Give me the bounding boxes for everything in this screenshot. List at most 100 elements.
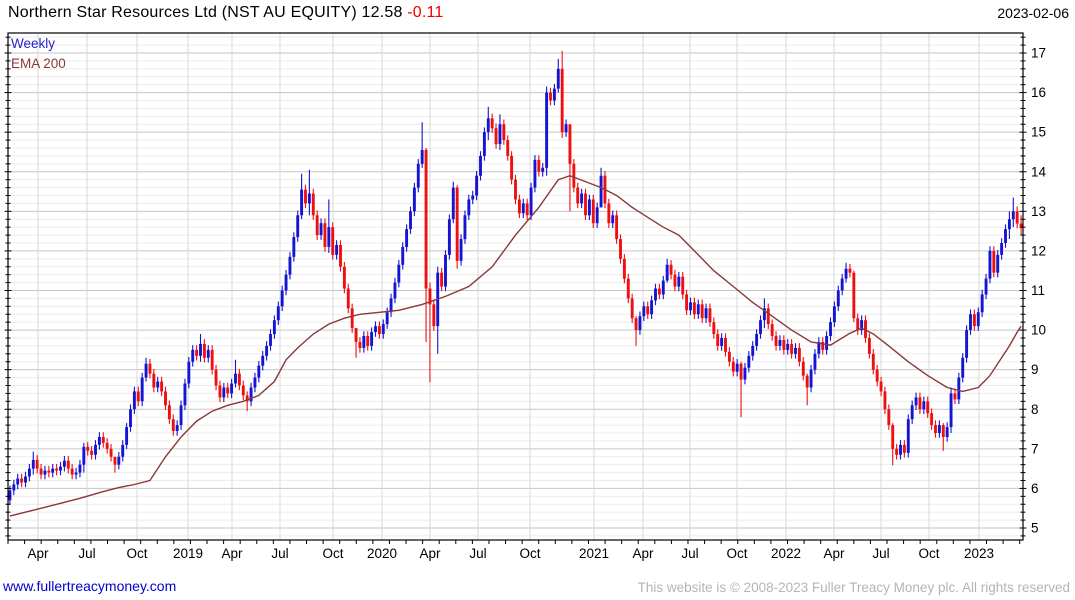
chart-title: Northern Star Resources Ltd (NST AU EQUI… [8, 4, 444, 22]
candle-up [910, 405, 914, 420]
x-tick-label: 2019 [173, 546, 203, 561]
candle-up [206, 349, 210, 358]
candle-up [234, 373, 237, 384]
candle-up [996, 254, 1000, 273]
website-link[interactable]: www.fullertreacymoney.com [3, 578, 177, 594]
candle-down [891, 425, 895, 449]
candle-down [724, 338, 727, 352]
x-tick-label: Jul [872, 546, 889, 561]
candle-up [762, 308, 766, 321]
x-tick-label: Apr [221, 546, 243, 561]
y-tick-label: 17 [1031, 46, 1046, 61]
candle-up [405, 229, 409, 247]
candle-down [700, 304, 704, 319]
candle-down [774, 336, 778, 346]
candle-down [708, 308, 712, 323]
candle-up [222, 387, 226, 398]
instrument-name: Northern Star Resources Ltd (NST AU EQUI… [8, 4, 357, 21]
candle-up [945, 427, 949, 437]
candle-down [646, 306, 650, 315]
y-tick-label: 5 [1031, 521, 1039, 536]
candle-down [821, 341, 825, 350]
candle-up [747, 355, 751, 368]
candle-down [926, 401, 930, 414]
candle-up [300, 189, 304, 216]
candle-up [389, 298, 393, 313]
candle-down [1015, 211, 1019, 224]
candle-down [210, 349, 214, 370]
candle-down [766, 308, 770, 325]
y-tick-label: 8 [1031, 402, 1039, 417]
candle-up [16, 478, 20, 485]
candle-up [335, 244, 339, 255]
ema-200-line [9, 174, 1022, 517]
x-tick-label: 2020 [367, 546, 397, 561]
candle-up [922, 401, 926, 410]
candle-up [280, 290, 284, 307]
candle-down [494, 128, 498, 145]
candle-up [144, 363, 148, 378]
candle-up [94, 444, 97, 455]
candle-up [467, 199, 471, 216]
candle-down [626, 278, 630, 299]
candle-down [657, 288, 661, 295]
candle-up [420, 149, 424, 164]
candle-down [514, 179, 517, 200]
candle-down [226, 387, 230, 394]
candle-down [171, 419, 175, 432]
candle-down [801, 361, 805, 376]
candle-up [397, 264, 401, 283]
candle-down [782, 339, 786, 350]
candle-down [237, 373, 241, 386]
candle-up [51, 468, 55, 473]
candle-down [358, 341, 362, 348]
candle-up [175, 425, 179, 432]
candle-down [304, 189, 307, 204]
candle-down [864, 320, 867, 338]
candles [8, 51, 1023, 506]
candle-up [140, 377, 144, 402]
x-tick-label: Jul [469, 546, 486, 561]
candle-up [980, 294, 984, 313]
candle-up [199, 343, 202, 356]
candle-up [265, 345, 269, 356]
candle-up [261, 355, 265, 366]
candle-up [296, 215, 300, 238]
candle-down [875, 369, 879, 382]
candle-up [556, 68, 560, 89]
candle-up [529, 187, 533, 216]
candle-up [957, 377, 961, 400]
candle-up [599, 175, 603, 208]
candle-up [121, 444, 125, 457]
candle-up [62, 460, 66, 467]
candle-up [27, 468, 31, 477]
legend-series-label: Weekly [11, 36, 56, 51]
candle-up [97, 436, 101, 445]
candle-up [836, 290, 840, 307]
candle-down [354, 328, 358, 342]
candle-up [661, 280, 665, 295]
candle-up [24, 476, 27, 483]
candle-down [930, 413, 934, 426]
candle-down [953, 393, 957, 400]
candle-down [560, 68, 564, 133]
candle-up [735, 363, 739, 372]
candle-down [634, 318, 638, 331]
candle-up [552, 88, 556, 101]
copyright-text: This website is © 2008-2023 Fuller Treac… [637, 580, 1070, 595]
candle-down [918, 397, 922, 410]
candle-down [770, 324, 774, 337]
x-tick-label: Jul [271, 546, 288, 561]
candle-down [685, 294, 689, 311]
x-tick-label: 2023 [964, 546, 994, 561]
candle-up [381, 324, 385, 335]
candle-down [148, 363, 152, 374]
candle-up [31, 459, 35, 469]
candle-up [59, 466, 62, 471]
candle-down [887, 409, 891, 426]
x-tick-label: Apr [632, 546, 654, 561]
candle-up [8, 490, 12, 501]
candle-down [160, 381, 164, 392]
candle-down [576, 187, 580, 204]
candle-up [786, 343, 790, 350]
